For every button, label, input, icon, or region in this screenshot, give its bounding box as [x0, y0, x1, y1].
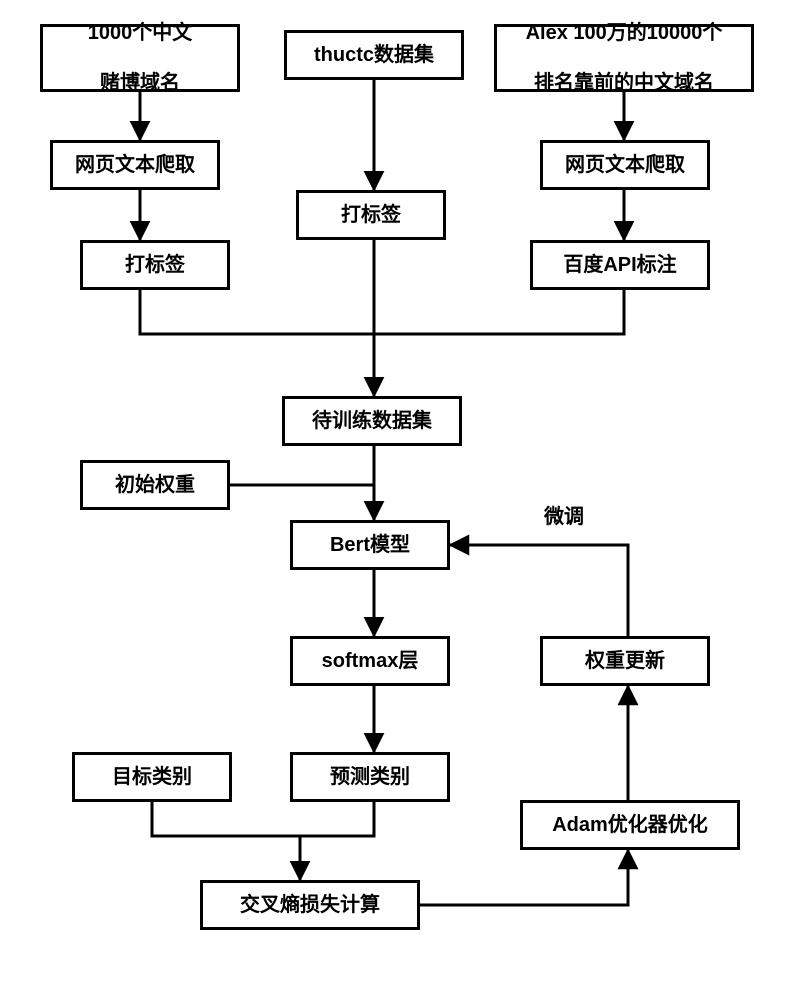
edge — [420, 850, 628, 905]
node-n4: 网页文本爬取 — [50, 140, 220, 190]
edge — [450, 545, 628, 636]
node-n7: 打标签 — [80, 240, 230, 290]
node-text: Bert模型 — [330, 533, 410, 558]
node-n6: 打标签 — [296, 190, 446, 240]
node-n17: 权重更新 — [540, 636, 710, 686]
node-text: 预测类别 — [330, 765, 410, 790]
node-n14: 目标类别 — [72, 752, 232, 802]
node-text: 权重更新 — [585, 649, 665, 674]
node-text: Alex 100万的10000个 — [526, 21, 723, 46]
node-text: softmax层 — [322, 649, 419, 674]
node-text: 打标签 — [125, 253, 185, 278]
node-text: 打标签 — [341, 203, 401, 228]
node-n5: 网页文本爬取 — [540, 140, 710, 190]
node-n3: Alex 100万的10000个排名靠前的中文域名 — [494, 24, 754, 92]
label-l1: 微调 — [544, 500, 584, 529]
node-text: 赌博域名 — [100, 71, 180, 96]
node-text: 排名靠前的中文域名 — [534, 71, 714, 96]
node-n10: 初始权重 — [80, 460, 230, 510]
flowchart-canvas: 1000个中文赌博域名 thuctc数据集 Alex 100万的10000个排名靠前… — [0, 0, 788, 1000]
node-text: 待训练数据集 — [312, 409, 432, 434]
node-text: 初始权重 — [115, 473, 195, 498]
node-n12: softmax层 — [290, 636, 450, 686]
node-text: 网页文本爬取 — [565, 153, 685, 178]
edge — [140, 290, 374, 334]
node-text: thuctc数据集 — [314, 43, 434, 68]
node-n16: Adam优化器优化 — [520, 800, 740, 850]
node-text: 百度API标注 — [563, 253, 676, 278]
edge — [300, 802, 374, 836]
node-text: 1000个中文 — [88, 21, 193, 46]
node-n2: thuctc数据集 — [284, 30, 464, 80]
node-n8: 百度API标注 — [530, 240, 710, 290]
node-n15: 交叉熵损失计算 — [200, 880, 420, 930]
node-text: 目标类别 — [112, 765, 192, 790]
node-text: Adam优化器优化 — [552, 813, 708, 838]
node-n1: 1000个中文赌博域名 — [40, 24, 240, 92]
node-n13: 预测类别 — [290, 752, 450, 802]
node-n11: Bert模型 — [290, 520, 450, 570]
edge — [152, 802, 300, 836]
node-text: 网页文本爬取 — [75, 153, 195, 178]
edge — [374, 290, 624, 334]
node-n9: 待训练数据集 — [282, 396, 462, 446]
node-text: 交叉熵损失计算 — [240, 893, 380, 918]
